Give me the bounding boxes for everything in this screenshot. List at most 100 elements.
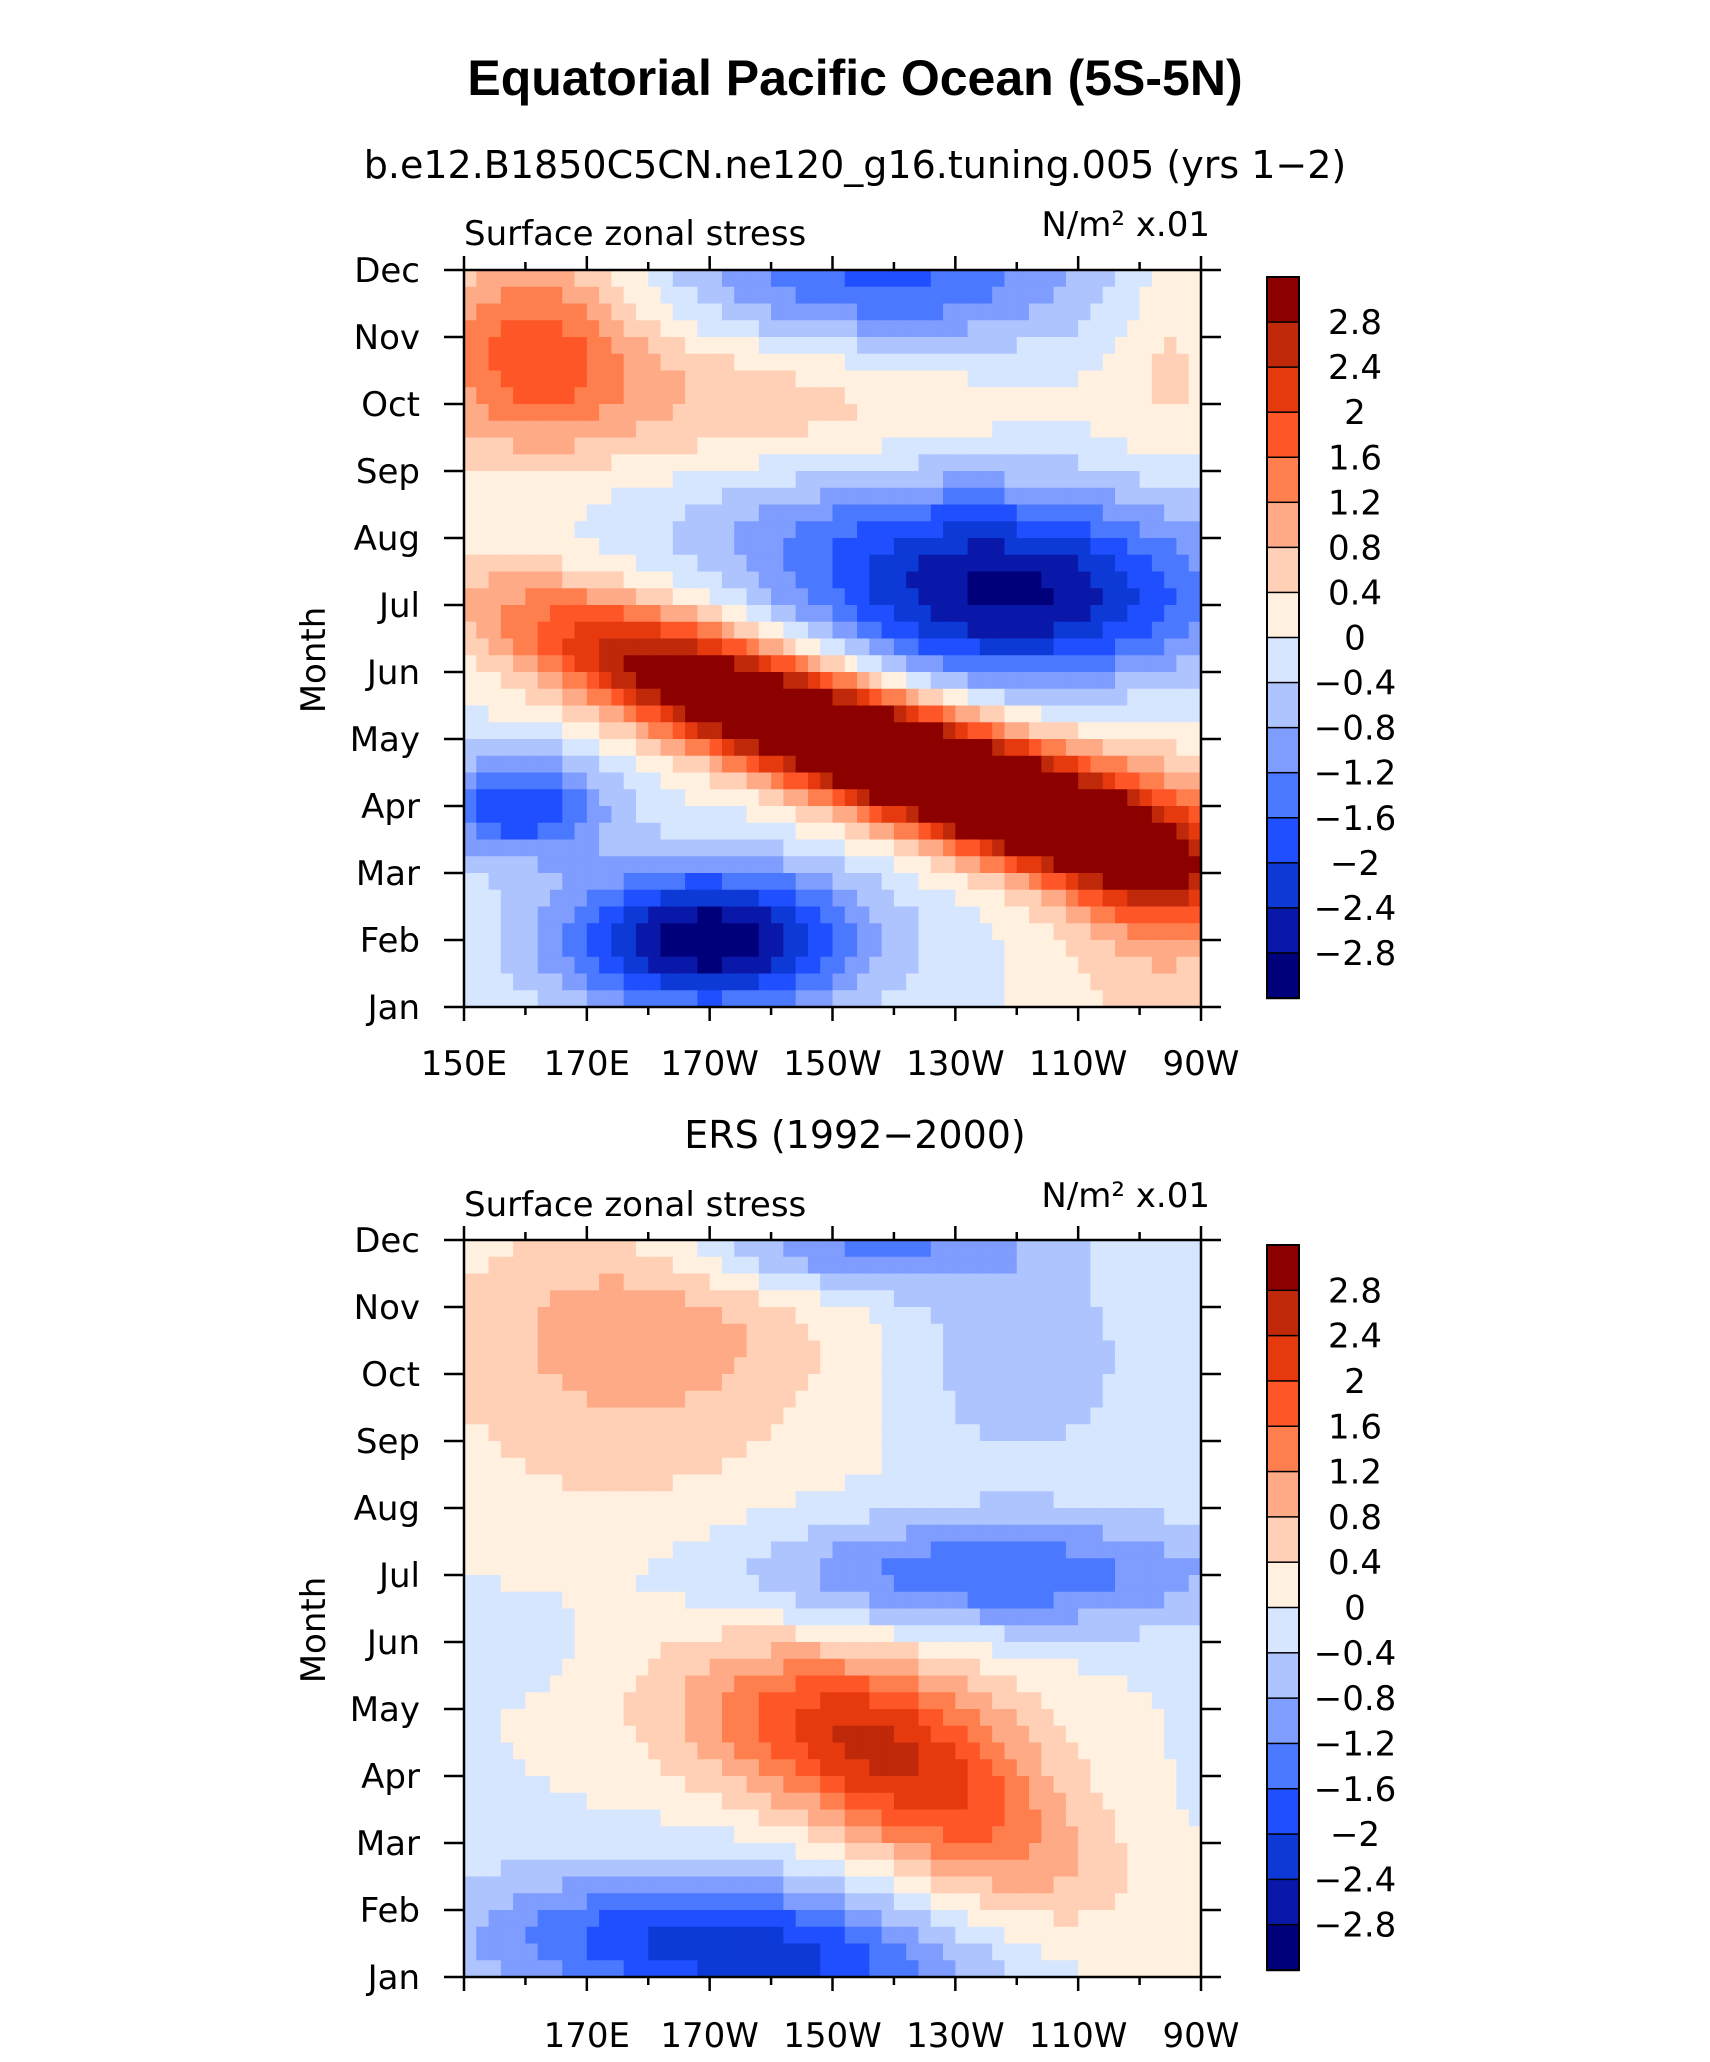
- contour-cell: [734, 688, 748, 707]
- contour-cell: [906, 906, 920, 924]
- contour-cell: [623, 1441, 637, 1459]
- contour-cell: [1127, 973, 1141, 991]
- contour-cell: [746, 303, 760, 321]
- contour-cell: [525, 303, 539, 321]
- contour-cell: [893, 1675, 907, 1693]
- contour-cell: [820, 688, 834, 707]
- contour-cell: [844, 588, 858, 606]
- contour-cell: [599, 839, 612, 857]
- contour-cell: [464, 1424, 477, 1442]
- contour-cell: [869, 571, 883, 589]
- contour-cell: [1127, 739, 1141, 757]
- contour-cell: [537, 688, 551, 707]
- contour-cell: [1176, 554, 1190, 573]
- contour-cell: [1004, 755, 1018, 774]
- contour-cell: [746, 1307, 760, 1325]
- contour-cell: [734, 1893, 748, 1911]
- contour-cell: [1078, 873, 1092, 891]
- contour-cell: [1176, 789, 1190, 807]
- contour-cell: [623, 1859, 637, 1878]
- contour-cell: [586, 1876, 600, 1894]
- contour-cell: [869, 320, 883, 338]
- contour-cell: [1078, 621, 1092, 640]
- contour-cell: [992, 1675, 1006, 1693]
- contour-cell: [1065, 1826, 1079, 1844]
- contour-cell: [979, 755, 993, 774]
- contour-cell: [562, 387, 576, 405]
- contour-cell: [562, 873, 576, 891]
- contour-cell: [857, 789, 870, 807]
- contour-cell: [955, 1323, 969, 1342]
- contour-cell: [1176, 588, 1190, 606]
- contour-cell: [943, 454, 956, 472]
- contour-cell: [525, 353, 539, 372]
- contour-cell: [795, 1256, 809, 1275]
- contour-cell: [1004, 1960, 1018, 1978]
- contour-cell: [586, 1658, 600, 1677]
- contour-cell: [893, 605, 907, 623]
- contour-cell: [771, 353, 784, 372]
- contour-cell: [758, 1357, 772, 1375]
- contour-cell: [1188, 320, 1202, 338]
- contour-cell: [513, 1374, 527, 1392]
- panel-observed-contour-field: [464, 1240, 1202, 1978]
- contour-cell: [881, 1725, 895, 1744]
- contour-cell: [660, 420, 674, 439]
- contour-cell: [672, 554, 686, 573]
- contour-cell: [513, 1809, 527, 1827]
- contour-cell: [623, 1307, 637, 1325]
- contour-cell: [513, 1357, 527, 1375]
- contour-cell: [918, 856, 932, 874]
- contour-cell: [1102, 605, 1116, 623]
- contour-cell: [820, 1943, 834, 1961]
- contour-cell: [1053, 337, 1067, 355]
- contour-cell: [955, 839, 969, 857]
- contour-cell: [979, 588, 993, 606]
- contour-cell: [807, 1960, 821, 1978]
- contour-cell: [967, 822, 981, 841]
- contour-cell: [685, 1776, 698, 1794]
- contour-cell: [648, 1591, 662, 1610]
- contour-cell: [906, 873, 920, 891]
- contour-cell: [1078, 454, 1092, 472]
- contour-cell: [562, 370, 576, 388]
- contour-cell: [574, 571, 588, 589]
- contour-cell: [807, 621, 821, 640]
- contour-cell: [1090, 906, 1104, 924]
- contour-cell: [807, 1457, 821, 1476]
- contour-cell: [721, 672, 735, 690]
- contour-cell: [906, 1692, 920, 1710]
- contour-cell: [623, 1960, 637, 1978]
- contour-cell: [1078, 906, 1092, 924]
- contour-cell: [1164, 621, 1178, 640]
- contour-cell: [574, 1323, 588, 1342]
- contour-cell: [844, 1843, 858, 1861]
- contour-cell: [992, 1441, 1006, 1459]
- contour-cell: [1029, 1290, 1042, 1308]
- contour-cell: [893, 554, 907, 573]
- contour-cell: [881, 1474, 895, 1492]
- contour-cell: [488, 1374, 502, 1392]
- contour-cell: [1065, 856, 1079, 874]
- contour-cell: [1004, 1792, 1018, 1811]
- contour-cell: [623, 1424, 637, 1442]
- contour-cell: [992, 1575, 1006, 1593]
- contour-cell: [758, 387, 772, 405]
- contour-cell: [1041, 1424, 1055, 1442]
- contour-cell: [476, 1474, 490, 1492]
- contour-cell: [734, 1441, 748, 1459]
- contour-cell: [721, 722, 735, 740]
- contour-cell: [586, 1575, 600, 1593]
- contour-cell: [488, 320, 502, 338]
- contour-cell: [586, 889, 600, 908]
- contour-cell: [918, 1307, 932, 1325]
- contour-cell: [1102, 538, 1116, 556]
- contour-cell: [611, 705, 625, 723]
- contour-cell: [746, 789, 760, 807]
- contour-cell: [685, 1340, 698, 1358]
- contour-cell: [1127, 471, 1141, 489]
- contour-cell: [992, 353, 1006, 372]
- contour-cell: [488, 990, 502, 1008]
- contour-cell: [807, 504, 821, 522]
- contour-cell: [1041, 688, 1055, 707]
